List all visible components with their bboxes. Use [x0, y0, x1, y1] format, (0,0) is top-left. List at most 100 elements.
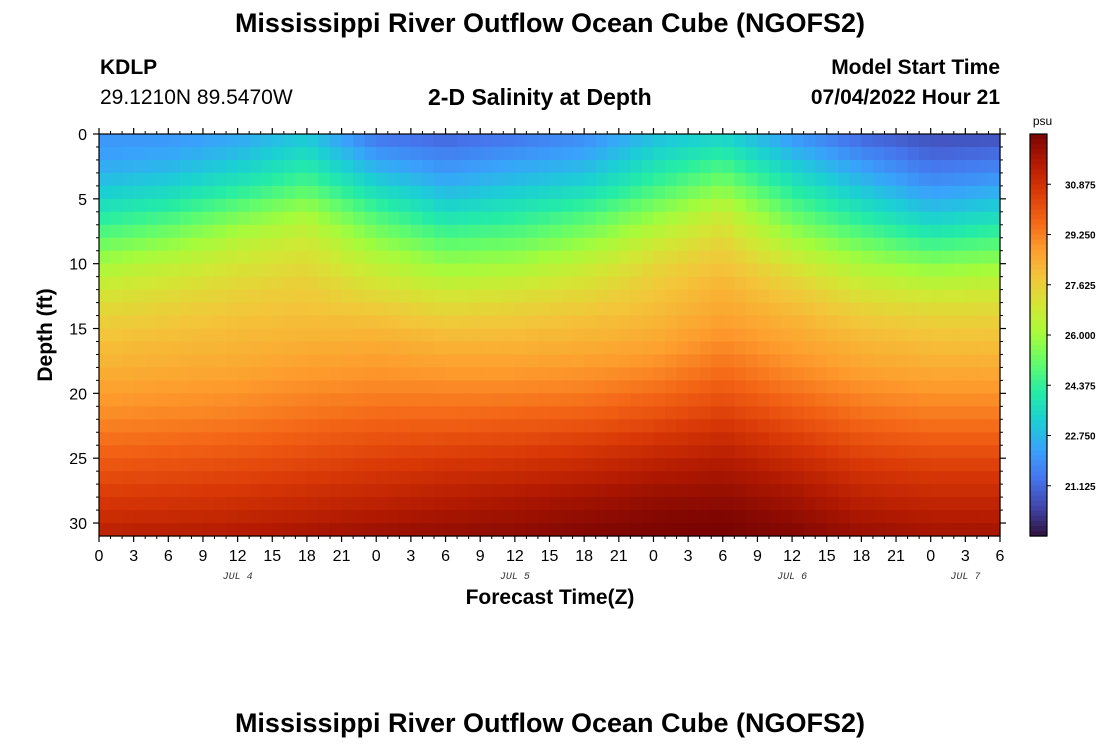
heatmap-cell [561, 224, 574, 239]
heatmap-cell [815, 328, 828, 343]
heatmap-cell [699, 458, 712, 472]
heatmap-cell [826, 510, 839, 524]
heatmap-cell [156, 289, 169, 304]
heatmap-cell [976, 134, 990, 148]
heatmap-cell [537, 263, 551, 278]
heatmap-cell [122, 510, 135, 524]
heatmap-cell [457, 419, 470, 433]
heatmap-cell [884, 276, 897, 291]
colorbar-swatch [1030, 335, 1047, 341]
heatmap-cell [249, 328, 262, 343]
heatmap-cell [387, 445, 400, 459]
heatmap-cell [110, 367, 123, 381]
heatmap-cell [815, 523, 828, 537]
heatmap-cell [803, 185, 816, 200]
heatmap-cell [526, 159, 539, 174]
heatmap-cell [433, 458, 447, 472]
heatmap-cell [849, 406, 862, 420]
heatmap-cell [202, 146, 216, 161]
heatmap-cell [168, 237, 181, 252]
heatmap-cell [503, 159, 516, 174]
heatmap-cell [122, 341, 135, 356]
heatmap-cell [572, 211, 585, 226]
heatmap-cell [133, 445, 146, 459]
heatmap-cell [665, 146, 678, 161]
heatmap-cell [965, 445, 978, 459]
heatmap-cell [399, 510, 412, 524]
heatmap-cell [965, 302, 978, 317]
heatmap-cell [618, 185, 631, 200]
heatmap-cell [745, 146, 759, 161]
heatmap-cell [572, 263, 585, 278]
heatmap-cell [468, 134, 481, 148]
heatmap-cell [976, 289, 990, 304]
heatmap-cell [711, 367, 724, 381]
heatmap-cell [537, 419, 551, 433]
heatmap-cell [815, 341, 828, 356]
heatmap-cell [237, 146, 250, 161]
heatmap-cell [757, 523, 770, 537]
heatmap-cell [815, 134, 828, 148]
heatmap-cell [734, 523, 747, 537]
heatmap-cell [607, 198, 620, 213]
heatmap-cell [491, 445, 504, 459]
heatmap-cell [722, 134, 735, 148]
heatmap-cell [953, 276, 966, 291]
heatmap-cell [537, 406, 551, 420]
heatmap-cell [803, 302, 816, 317]
heatmap-cell [734, 510, 747, 524]
heatmap-cell [734, 484, 747, 498]
heatmap-cell [214, 250, 227, 265]
heatmap-cell [549, 393, 562, 407]
heatmap-cell [514, 523, 527, 537]
heatmap-cell [295, 302, 308, 317]
colorbar-swatch [1030, 515, 1047, 522]
heatmap-cell [572, 185, 585, 200]
heatmap-cell [965, 523, 978, 537]
heatmap-cell [907, 134, 920, 148]
heatmap-cell [122, 302, 135, 317]
heatmap-cell [699, 263, 712, 278]
heatmap-cell [156, 328, 169, 343]
heatmap-cell [537, 237, 551, 252]
heatmap-cell [260, 510, 273, 524]
heatmap-cell [896, 172, 909, 187]
heatmap-cell [122, 328, 135, 343]
heatmap-cell [699, 354, 712, 369]
heatmap-cell [745, 432, 759, 446]
heatmap-cell [745, 289, 759, 304]
heatmap-cell [907, 315, 920, 330]
heatmap-cell [214, 211, 227, 226]
heatmap-cell [722, 276, 735, 291]
heatmap-cell [179, 419, 193, 433]
heatmap-cell [930, 445, 943, 459]
heatmap-cell [260, 172, 273, 187]
heatmap-cell [757, 432, 770, 446]
heatmap-cell [607, 445, 620, 459]
heatmap-cell [387, 224, 400, 239]
heatmap-cell [641, 458, 655, 472]
heatmap-cell [861, 328, 874, 343]
heatmap-cell [133, 211, 146, 226]
heatmap-cell [942, 328, 955, 343]
heatmap-cell [422, 458, 435, 472]
heatmap-cell [318, 315, 331, 330]
colorbar-swatch [1030, 375, 1047, 381]
heatmap-cell [815, 315, 828, 330]
heatmap-cell [930, 484, 943, 498]
heatmap-cell [318, 198, 331, 213]
heatmap-cell [826, 289, 839, 304]
heatmap-cell [422, 146, 435, 161]
heatmap-cell [295, 134, 308, 148]
heatmap-cell [237, 354, 250, 369]
heatmap-cell [549, 523, 562, 537]
heatmap-cell [780, 432, 793, 446]
heatmap-cell [237, 406, 250, 420]
heatmap-cell [399, 432, 412, 446]
heatmap-cell [526, 315, 539, 330]
heatmap-cell [780, 458, 793, 472]
heatmap-cell [99, 484, 112, 498]
heatmap-cell [861, 237, 874, 252]
heatmap-cell [907, 341, 920, 356]
heatmap-cell [526, 341, 539, 356]
